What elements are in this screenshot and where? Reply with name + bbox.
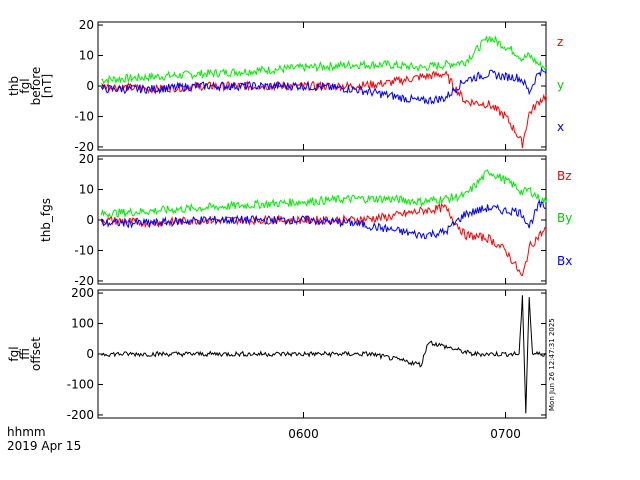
y-tick-label: -200 bbox=[67, 408, 94, 422]
panel-3-ylabel-line-2: ffi bbox=[18, 348, 32, 360]
panel-2-legend-by: By bbox=[557, 211, 572, 225]
series-line-offset bbox=[101, 295, 547, 414]
y-tick-label: 10 bbox=[79, 49, 94, 63]
panel-1-y-ticks: -20 -10 0 10 20 bbox=[74, 18, 546, 154]
y-tick-label: -20 bbox=[74, 274, 94, 288]
series-line-y bbox=[101, 35, 547, 85]
panel-3-ylabel: fgl ffi offset bbox=[7, 337, 43, 371]
series-line-z bbox=[101, 70, 547, 149]
series-line-by bbox=[100, 169, 547, 219]
x-axis-ticks: 0600 0700 bbox=[288, 22, 521, 441]
y-tick-label: 0 bbox=[86, 213, 94, 227]
y-tick-label: -20 bbox=[74, 140, 94, 154]
panel-1-ylabel: thb fgl before [nT] bbox=[7, 67, 54, 106]
y-tick-label: 20 bbox=[79, 18, 94, 32]
panel-1-legend-x: x bbox=[557, 120, 564, 134]
panel-2-legend-bx: Bx bbox=[557, 254, 572, 268]
y-tick-label: 10 bbox=[79, 183, 94, 197]
y-tick-label: 0 bbox=[86, 347, 94, 361]
panel-1-legend-y: y bbox=[557, 78, 564, 92]
x-tick-label: 0600 bbox=[288, 427, 319, 441]
x-axis-label-line-1: hhmm bbox=[7, 425, 46, 439]
y-tick-label: -10 bbox=[74, 109, 94, 123]
panel-3-ylabel-line-1: fgl bbox=[7, 346, 21, 361]
series-line-x bbox=[100, 67, 547, 105]
y-tick-label: -100 bbox=[67, 377, 94, 391]
panel-1-ylabel-line-4: [nT] bbox=[40, 74, 54, 98]
panel-2-legend-bz: Bz bbox=[557, 169, 572, 183]
timestamp-label: Mon Jun 26 12:47:31 2025 bbox=[548, 318, 556, 411]
x-tick-label: 0700 bbox=[490, 427, 521, 441]
panel-1-traces bbox=[100, 35, 547, 149]
panel-3-ylabel-line-3: offset bbox=[29, 337, 43, 371]
y-tick-label: 100 bbox=[71, 317, 94, 331]
panel-2-ylabel: thb_fgs bbox=[39, 198, 53, 242]
series-line-bz bbox=[100, 203, 547, 276]
series-line-bx bbox=[100, 199, 547, 240]
x-axis-label-line-2: 2019 Apr 15 bbox=[7, 439, 81, 453]
panel-3-traces bbox=[101, 295, 547, 414]
y-tick-label: 0 bbox=[86, 79, 94, 93]
panel-2-y-ticks: -20 -10 0 10 20 bbox=[74, 152, 546, 288]
panel-1-ylabel-line-2: fgl bbox=[18, 78, 32, 93]
y-tick-label: 200 bbox=[71, 286, 94, 300]
y-tick-label: 20 bbox=[79, 152, 94, 166]
panel-1-ylabel-line-1: thb bbox=[7, 76, 21, 96]
panel-2-traces bbox=[100, 169, 547, 276]
panel-1-ylabel-line-3: before bbox=[29, 67, 43, 106]
y-tick-label: -10 bbox=[74, 243, 94, 257]
panel-1-legend-z: z bbox=[557, 35, 563, 49]
panel-3-y-ticks: -200 -100 0 100 200 bbox=[67, 286, 546, 422]
